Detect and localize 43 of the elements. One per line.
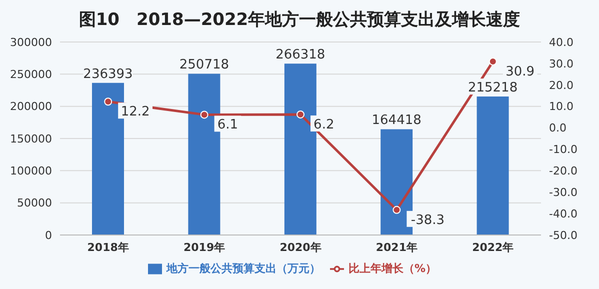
y2-tick-label: 0.0 <box>549 122 566 135</box>
data-label: 215218 <box>468 80 518 96</box>
y2-tick-label: -30.0 <box>549 186 578 200</box>
y2-tick-label: 40.0 <box>549 36 574 49</box>
data-label: 266318 <box>276 48 326 63</box>
point <box>488 58 497 66</box>
bar <box>476 96 509 235</box>
data-label: 12.2 <box>120 104 150 120</box>
data-label: 6.2 <box>314 117 334 132</box>
point <box>296 110 304 118</box>
y2-tick-label: 20.0 <box>549 78 574 92</box>
data-label: 236393 <box>83 66 133 82</box>
data-label: 250718 <box>179 58 230 73</box>
y2-tick-label: 10.0 <box>549 100 574 114</box>
x-tick-label: 2018年 <box>87 240 129 254</box>
x-tick-label: 2022年 <box>472 240 514 254</box>
legend-label: 比上年增长（%） <box>348 262 437 275</box>
y2-tick-label: -10.0 <box>549 143 578 156</box>
y-tick-label: 100000 <box>10 164 52 178</box>
y-tick-label: 250000 <box>10 68 52 82</box>
chart-title: 图10 2018—2022年地方一般公共预算支出及增长速度 <box>78 9 522 32</box>
y-tick-label: 0 <box>45 228 52 242</box>
data-label: 30.9 <box>506 64 535 80</box>
y2-tick-label: -50.0 <box>549 228 578 242</box>
data-label: -38.3 <box>410 212 445 228</box>
data-label: 6.1 <box>217 118 238 133</box>
y2-tick-label: -20.0 <box>549 164 578 178</box>
y-tick-label: 200000 <box>10 100 52 114</box>
legend-label: 地方一般公共预算支出（万元） <box>166 262 320 275</box>
point <box>200 110 208 119</box>
point <box>392 206 401 214</box>
y-tick-label: 300000 <box>10 36 52 49</box>
y-tick-label: 50000 <box>17 196 52 210</box>
y2-tick-label: 30.0 <box>549 57 574 70</box>
point <box>104 98 112 106</box>
data-label: 164418 <box>372 113 422 128</box>
x-tick-label: 2021年 <box>376 240 418 254</box>
y-tick-label: 150000 <box>10 132 52 146</box>
x-tick-label: 2020年 <box>280 240 322 254</box>
x-tick-label: 2019年 <box>183 240 226 254</box>
bar <box>380 129 413 235</box>
bar <box>92 82 124 235</box>
y2-tick-label: -40.0 <box>549 207 578 220</box>
